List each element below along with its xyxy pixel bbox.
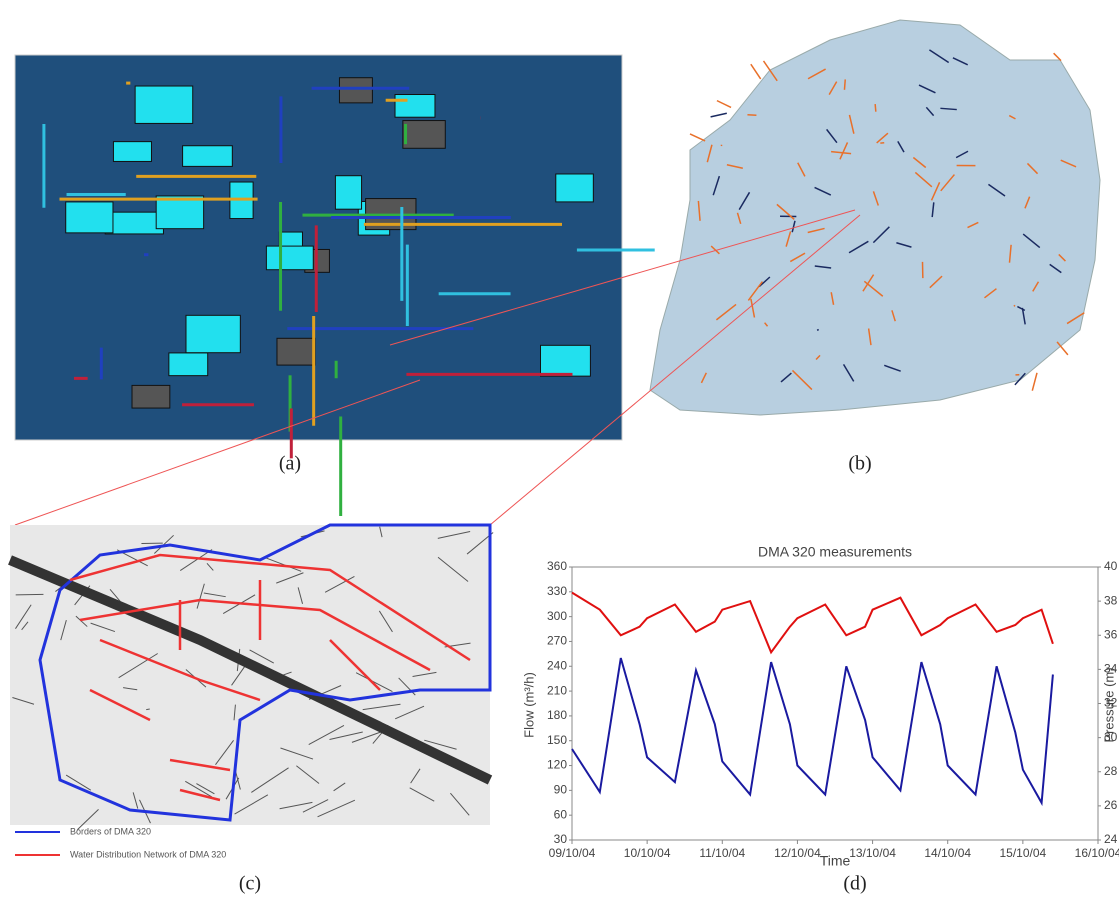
tank: [169, 353, 208, 376]
y2-tick-label: 38: [1104, 593, 1118, 607]
y2-tick-label: 34: [1104, 662, 1118, 676]
x-tick-label: 15/10/04: [999, 846, 1046, 860]
y2-tick-label: 36: [1104, 627, 1118, 641]
y2-tick-label: 32: [1104, 696, 1118, 710]
plot-area: [572, 567, 1098, 840]
x-tick-label: 11/10/04: [699, 846, 745, 860]
panel-label: (b): [848, 453, 871, 475]
tank: [113, 142, 151, 162]
pipe: [1054, 53, 1061, 60]
y2-tick-label: 30: [1104, 730, 1118, 744]
map-land: [650, 20, 1100, 415]
legend-label: Borders of DMA 320: [70, 826, 151, 836]
x-tick-label: 09/10/04: [549, 846, 596, 860]
panel-label: (a): [279, 453, 301, 475]
pipe: [751, 64, 761, 79]
tank: [186, 315, 240, 352]
panel-label: (c): [239, 873, 261, 895]
y-tick-label: 360: [547, 559, 567, 573]
street: [146, 709, 150, 710]
pipe: [711, 113, 727, 117]
chart: DMA 320 measurements Time Flow (m³/h) Pr…: [521, 544, 1119, 869]
y-tick-label: 330: [547, 584, 567, 598]
panel-label: (d): [843, 873, 866, 895]
x-axis-title: Time: [820, 853, 851, 869]
pipe: [1014, 305, 1015, 306]
y-tick-label: 300: [547, 609, 567, 623]
tank: [135, 86, 193, 123]
pipe: [844, 79, 845, 89]
tank: [335, 176, 361, 209]
y-axis-title: Flow (m³/h): [521, 672, 536, 738]
x-tick-label: 14/10/04: [924, 846, 971, 860]
pipe: [717, 101, 731, 108]
x-tick-label: 16/10/04: [1075, 846, 1119, 860]
pipe: [817, 330, 819, 331]
legend-label: Water Distribution Network of DMA 320: [70, 849, 226, 859]
tank: [395, 95, 435, 118]
x-tick-label: 12/10/04: [774, 846, 821, 860]
chart-title: DMA 320 measurements: [758, 544, 912, 560]
tank: [66, 202, 113, 233]
tank: [339, 78, 372, 103]
tank: [403, 121, 445, 149]
pipe: [1032, 373, 1037, 391]
pipe: [690, 134, 705, 141]
y2-tick-label: 24: [1104, 832, 1118, 846]
tank: [266, 246, 313, 270]
y-tick-label: 270: [547, 634, 567, 648]
y2-tick-label: 40: [1104, 559, 1118, 573]
tank: [541, 345, 591, 376]
y-tick-label: 120: [547, 758, 567, 772]
pipe: [875, 104, 876, 112]
y-tick-label: 210: [547, 683, 567, 697]
city-map: [650, 20, 1100, 415]
y-tick-label: 60: [554, 807, 568, 821]
series-line: [572, 658, 1053, 803]
tank: [277, 338, 315, 365]
tank: [556, 174, 594, 202]
tank: [183, 146, 233, 167]
y-tick-label: 90: [554, 783, 568, 797]
y-tick-label: 30: [554, 832, 568, 846]
x-tick-label: 10/10/04: [624, 846, 671, 860]
dma-map: Borders of DMA 320 Water Distribution Ne…: [10, 525, 493, 859]
y-tick-label: 240: [547, 658, 567, 672]
y-tick-label: 150: [547, 733, 567, 747]
y-tick-label: 180: [547, 708, 567, 722]
y2-tick-label: 26: [1104, 798, 1118, 812]
tank: [105, 212, 163, 234]
scada-background: [15, 55, 622, 440]
y2-tick-label: 28: [1104, 764, 1118, 778]
series-line: [572, 593, 1053, 653]
tank: [156, 196, 203, 229]
x-tick-label: 13/10/04: [849, 846, 896, 860]
tank: [132, 385, 170, 408]
scada-screen: [15, 55, 655, 516]
